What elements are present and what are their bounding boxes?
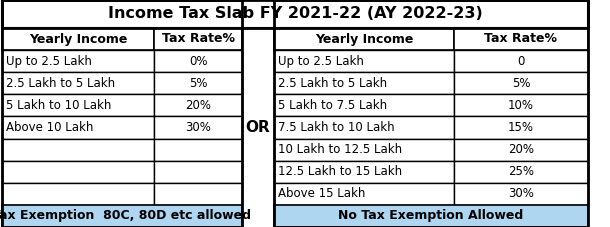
Bar — [154, 161, 242, 183]
Bar — [2, 28, 154, 50]
Text: 7.5 Lakh to 10 Lakh: 7.5 Lakh to 10 Lakh — [278, 121, 395, 134]
Bar — [454, 28, 588, 50]
Text: Tax Rate%: Tax Rate% — [484, 32, 558, 45]
Text: 0: 0 — [517, 54, 525, 68]
Bar — [2, 0, 588, 28]
Bar — [274, 72, 454, 94]
Bar — [454, 50, 588, 72]
Bar — [154, 94, 242, 116]
Bar — [2, 161, 154, 183]
Bar — [454, 94, 588, 116]
Bar — [274, 161, 454, 183]
Text: 0%: 0% — [188, 54, 207, 68]
Bar — [454, 183, 588, 205]
Text: Up to 2.5 Lakh: Up to 2.5 Lakh — [278, 54, 364, 68]
Text: Above 15 Lakh: Above 15 Lakh — [278, 188, 365, 200]
Bar — [2, 0, 588, 28]
Text: 15%: 15% — [508, 121, 534, 134]
Text: 5 Lakh to 7.5 Lakh: 5 Lakh to 7.5 Lakh — [278, 99, 387, 112]
Bar — [274, 183, 454, 205]
Text: No Tax Exemption Allowed: No Tax Exemption Allowed — [339, 210, 523, 222]
Text: 30%: 30% — [185, 121, 211, 134]
Text: 20%: 20% — [508, 143, 534, 156]
Bar — [274, 116, 454, 138]
Bar — [2, 116, 154, 138]
Bar — [274, 0, 588, 227]
Text: 2.5 Lakh to 5 Lakh: 2.5 Lakh to 5 Lakh — [6, 77, 115, 90]
Bar — [154, 116, 242, 138]
Text: 10%: 10% — [508, 99, 534, 112]
Text: Up to 2.5 Lakh: Up to 2.5 Lakh — [6, 54, 92, 68]
Text: Yearly Income: Yearly Income — [29, 32, 127, 45]
Text: Income Tax Slab FY 2021-22 (AY 2022-23): Income Tax Slab FY 2021-22 (AY 2022-23) — [107, 7, 483, 22]
Text: 10 Lakh to 12.5 Lakh: 10 Lakh to 12.5 Lakh — [278, 143, 402, 156]
Bar — [274, 50, 454, 72]
Bar — [2, 183, 154, 205]
Bar — [454, 72, 588, 94]
Bar — [454, 138, 588, 161]
Text: 20%: 20% — [185, 99, 211, 112]
Text: Tax Exemption  80C, 80D etc allowed: Tax Exemption 80C, 80D etc allowed — [0, 210, 251, 222]
Bar — [274, 94, 454, 116]
Bar — [2, 205, 242, 227]
Text: OR: OR — [246, 120, 270, 135]
Text: Yearly Income: Yearly Income — [315, 32, 413, 45]
Text: Tax Rate%: Tax Rate% — [162, 32, 234, 45]
Text: 5%: 5% — [188, 77, 207, 90]
Bar — [2, 94, 154, 116]
Bar — [154, 50, 242, 72]
Bar — [274, 205, 588, 227]
Bar — [454, 116, 588, 138]
Text: Above 10 Lakh: Above 10 Lakh — [6, 121, 93, 134]
Bar — [274, 28, 454, 50]
Text: 25%: 25% — [508, 165, 534, 178]
Bar — [154, 72, 242, 94]
Bar — [454, 161, 588, 183]
Bar — [154, 183, 242, 205]
Bar — [2, 50, 154, 72]
Text: 30%: 30% — [508, 188, 534, 200]
Bar — [2, 0, 242, 227]
Bar — [154, 138, 242, 161]
Bar — [274, 138, 454, 161]
Bar — [2, 138, 154, 161]
Text: 2.5 Lakh to 5 Lakh: 2.5 Lakh to 5 Lakh — [278, 77, 387, 90]
Bar — [154, 28, 242, 50]
Text: 5 Lakh to 10 Lakh: 5 Lakh to 10 Lakh — [6, 99, 112, 112]
Bar — [2, 72, 154, 94]
Text: 12.5 Lakh to 15 Lakh: 12.5 Lakh to 15 Lakh — [278, 165, 402, 178]
Text: 5%: 5% — [512, 77, 530, 90]
